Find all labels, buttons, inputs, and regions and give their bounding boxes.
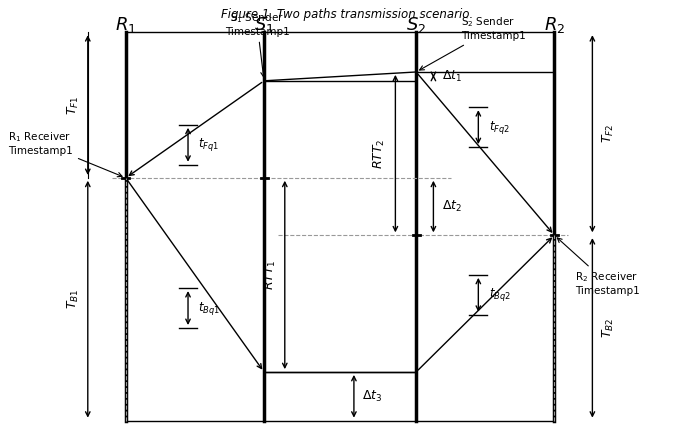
Text: $\Delta t_3$: $\Delta t_3$ bbox=[362, 389, 382, 404]
Text: S$_1$ Sender
Timestamp1: S$_1$ Sender Timestamp1 bbox=[225, 11, 289, 77]
Text: $T_{B1}$: $T_{B1}$ bbox=[66, 289, 81, 309]
Text: $T_{B2}$: $T_{B2}$ bbox=[601, 318, 616, 338]
Text: $S_1$: $S_1$ bbox=[254, 15, 274, 35]
Text: $t_{Bq2}$: $t_{Bq2}$ bbox=[489, 286, 511, 303]
Text: $R_2$: $R_2$ bbox=[543, 15, 565, 35]
Text: $RTT_2$: $RTT_2$ bbox=[372, 139, 387, 169]
Text: $RTT_1$: $RTT_1$ bbox=[263, 260, 278, 290]
Text: $R_1$: $R_1$ bbox=[115, 15, 137, 35]
Text: $T_{F2}$: $T_{F2}$ bbox=[601, 124, 616, 143]
Text: $\Delta t_1$: $\Delta t_1$ bbox=[441, 69, 462, 84]
Text: $T_{F1}$: $T_{F1}$ bbox=[66, 95, 81, 115]
Text: $t_{Fq2}$: $t_{Fq2}$ bbox=[489, 119, 509, 135]
Text: R$_1$ Receiver
Timestamp1: R$_1$ Receiver Timestamp1 bbox=[8, 131, 122, 177]
Text: $\Delta t_2$: $\Delta t_2$ bbox=[441, 199, 462, 214]
Text: S$_2$ Sender
Timestamp1: S$_2$ Sender Timestamp1 bbox=[420, 16, 526, 70]
Text: R$_2$ Receiver
Timestamp1: R$_2$ Receiver Timestamp1 bbox=[557, 238, 640, 296]
Text: Figure 1. Two paths transmission scenario.: Figure 1. Two paths transmission scenari… bbox=[221, 8, 473, 21]
Text: $t_{Bq1}$: $t_{Bq1}$ bbox=[198, 300, 220, 317]
Text: $S_2$: $S_2$ bbox=[406, 15, 426, 35]
Text: $t_{Fq1}$: $t_{Fq1}$ bbox=[198, 136, 219, 153]
